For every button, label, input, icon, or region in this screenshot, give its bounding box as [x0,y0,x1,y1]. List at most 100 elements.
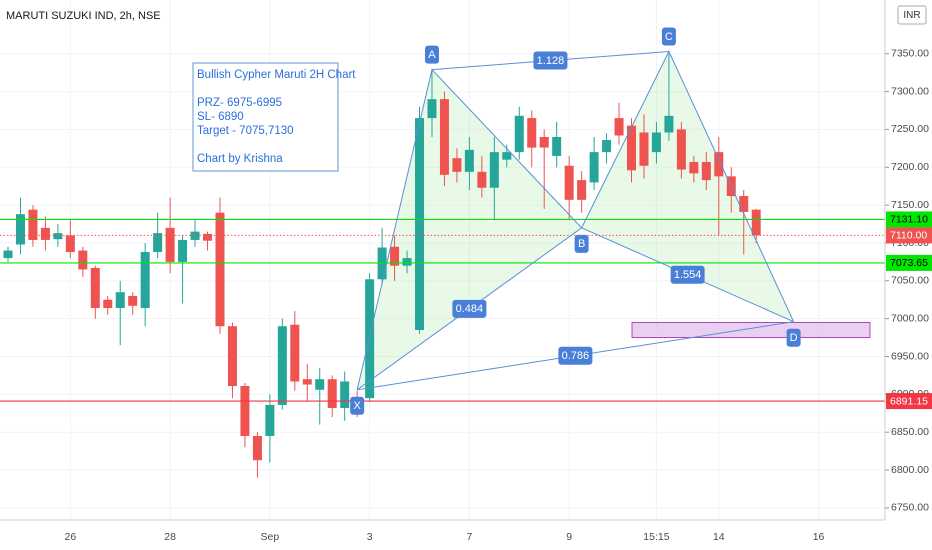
price-level-label: 6891.15 [890,395,928,407]
candle-body [527,118,537,148]
axes: 6750.006800.006850.006900.006950.007000.… [65,48,932,543]
candle-body [689,161,699,174]
candle-body [714,152,724,177]
candle-body [302,379,312,385]
pattern-point-label-box [350,396,365,415]
y-tick-label: 7150.00 [891,199,929,211]
candle-body [315,379,325,390]
candle-body [203,233,213,241]
price-level-tag [886,211,932,228]
candle-body [415,118,425,331]
candle-body [614,118,624,136]
x-tick-label: 16 [813,531,825,543]
candle-body [514,115,524,153]
candle-body [115,292,125,309]
plot: X A B C D 1.128 0.484 1.554 0.786 Bullish Cypher … [0,27,885,478]
candle-body [627,125,636,171]
y-tick-label: 6750.00 [891,502,929,514]
candle-body [340,381,350,408]
pattern-point-label-box [786,328,801,347]
candle-body [165,227,175,262]
candle-body [452,158,462,172]
candle-body [290,324,300,382]
candle-body [277,326,287,405]
y-tick-label: 7250.00 [891,123,929,135]
y-tick-label: 6950.00 [891,350,929,362]
candle-body [676,129,686,170]
currency-box[interactable] [897,5,927,25]
candle-body [78,250,88,270]
note-line: SL- 6890 [197,111,244,123]
note-line: Bullish Cypher Maruti 2H Chart [197,69,356,81]
candle-body [227,326,237,387]
candle-body [464,149,474,172]
pattern-ratio-label: 0.786 [562,350,590,362]
candle-body [15,214,25,245]
x-tick-label: 9 [566,531,572,543]
y-tick-label: 7350.00 [891,48,929,60]
pattern-point-label: C [665,31,673,43]
chart-title: MARUTI SUZUKI IND, 2h, NSE [6,10,161,22]
candle-body [439,99,449,175]
candle-body [589,152,599,183]
candle-body [539,137,549,148]
candle-body [103,299,113,309]
candle-body [53,233,63,240]
candle-body [3,250,13,259]
x-tick-label: 15:15 [643,531,669,543]
pattern-ratio-label: 0.484 [456,303,484,315]
pattern-fill [581,51,794,322]
candle-body [178,239,188,262]
note-line: Target - 7075,7130 [197,125,294,137]
candle-body [265,404,275,436]
pattern-fill [357,69,582,390]
x-tick-label: 14 [713,531,725,543]
candle-body [602,140,612,153]
candle-body [390,246,400,266]
y-tick-label: 6850.00 [891,426,929,438]
pattern-point-label: A [428,49,436,61]
candle-body [190,231,200,240]
prz-zone [631,322,871,338]
x-tick-label: 26 [65,531,77,543]
candle-body [552,137,562,156]
candle-body [28,209,38,240]
candle-body [215,212,225,327]
price-level-tag [886,227,932,244]
candle-body [701,161,711,181]
pattern-ratio-label-box [670,265,705,284]
candle-body [564,165,574,200]
candle-body [639,132,649,166]
price-level-tag [886,254,932,271]
price-level-label: 7110.00 [890,230,927,242]
candle-body [90,267,100,309]
candle-body [153,233,163,253]
candle-body [140,252,150,309]
candle-body [577,180,587,200]
note-line: Chart by Krishna [197,153,283,165]
candle-body [128,295,138,306]
price-level-label: 7073.65 [890,257,928,269]
pattern-point-label: D [790,332,798,344]
note-line: PRZ- 6975-6995 [197,97,282,109]
candle-body [65,235,75,253]
pattern-point-label: X [353,400,361,412]
pattern-ratio-label-box [452,299,487,318]
pattern-point-label: B [578,238,585,250]
pattern-ratio-label-box [533,51,568,70]
candle-body [40,227,50,240]
candle-body [477,171,487,188]
pattern-ratio-label: 1.554 [674,269,702,281]
candle-body [651,132,661,153]
candle-body [739,196,749,212]
pattern-point-label-box [661,27,676,46]
pattern-ratio-label-box [558,346,593,365]
pattern-ratio-label: 1.128 [537,55,565,67]
pattern-point-label-box [424,45,439,64]
candle-body [327,379,337,408]
candle-body [402,258,412,266]
price-level-label: 7131.10 [890,214,928,226]
y-tick-label: 7300.00 [891,85,929,97]
candle-body [502,152,512,160]
